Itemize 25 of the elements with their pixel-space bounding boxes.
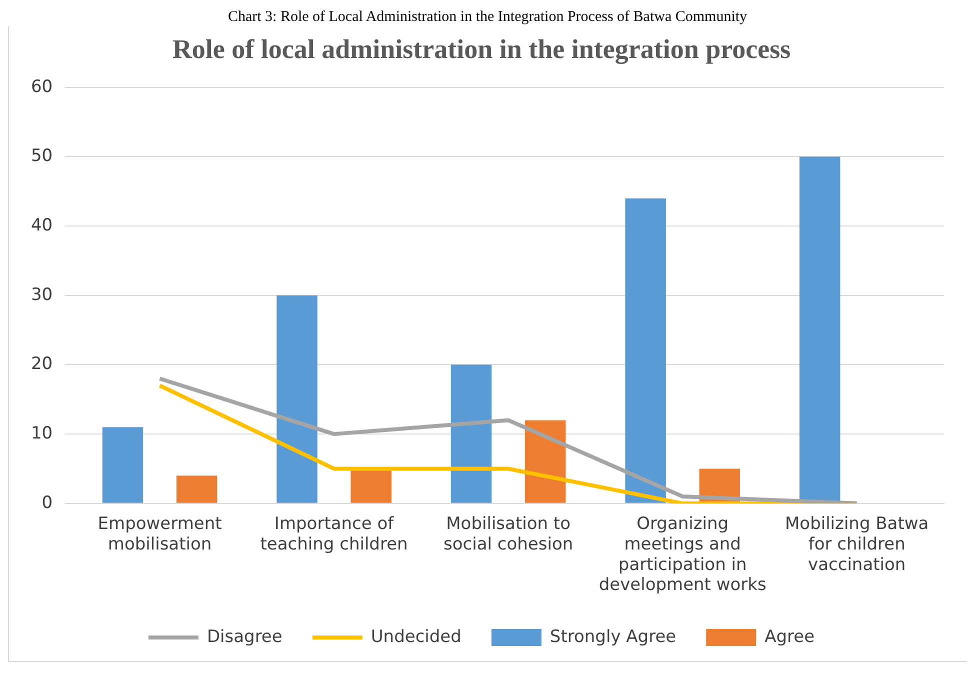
legend-label: Strongly Agree [550, 626, 676, 647]
bar [102, 427, 144, 503]
caption: Chart 3: Role of Local Administration in the Integration Process of Batwa Community [226, 8, 748, 26]
bar [276, 295, 318, 503]
bar [176, 476, 218, 503]
y-tick-label: 60 [30, 76, 53, 97]
x-tick-label: Organizing meetings and participation in development works [598, 514, 766, 596]
legend-label: Undecided [370, 626, 462, 647]
bar [450, 364, 492, 503]
x-tick-label: Mobilizing Batwa for children vaccination [785, 514, 929, 575]
y-tick-label: 30 [30, 284, 53, 305]
y-tick-label: 50 [30, 146, 53, 166]
x-tick-label: Empowerment mobilisation [98, 514, 222, 554]
y-tick-label: 0 [42, 492, 53, 513]
y-tick-label: 10 [30, 423, 53, 444]
legend-label: Agree [764, 626, 815, 647]
y-tick-label: 40 [30, 215, 53, 236]
legend-label: Disagree [206, 626, 282, 647]
bar [350, 468, 392, 503]
y-tick-label: 20 [30, 354, 53, 374]
chart-title: Role of local administration in the integration process [172, 34, 791, 64]
x-tick-label: Mobilisation to social cohesion [444, 514, 574, 554]
x-tick-label: Importance of teaching children [260, 514, 408, 554]
bar [625, 198, 666, 503]
bar [799, 156, 840, 503]
